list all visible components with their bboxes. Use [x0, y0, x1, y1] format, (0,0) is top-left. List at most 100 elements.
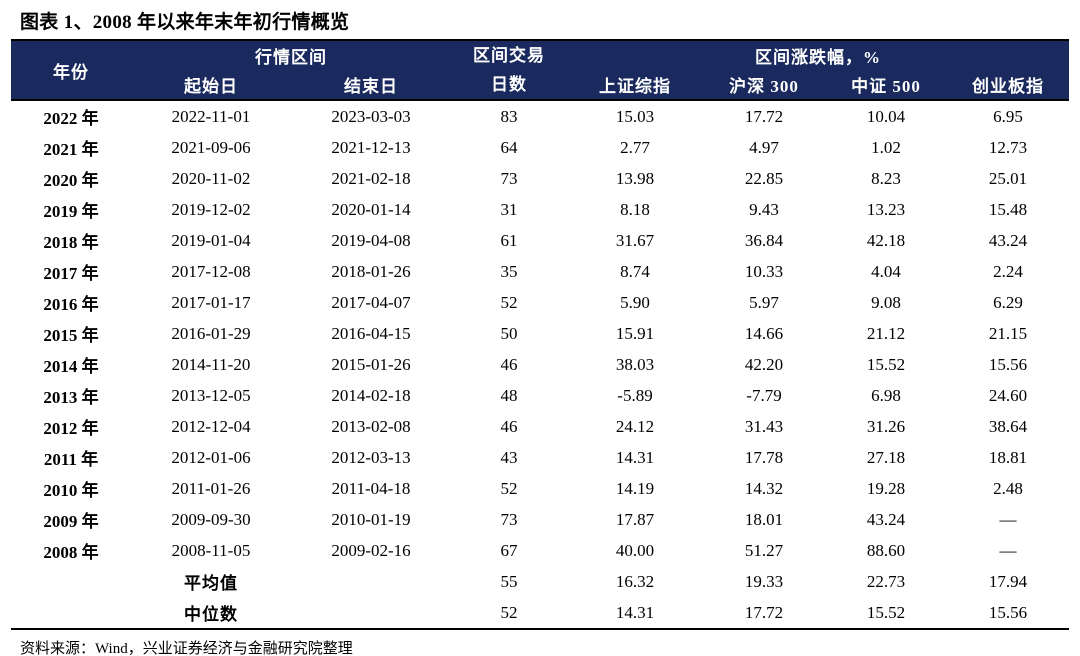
cell-sse: 15.03	[615, 106, 655, 126]
cell-csi300: 36.84	[744, 230, 784, 250]
cell-trading-days: 46	[500, 354, 518, 374]
cell-csi300: 17.78	[744, 447, 784, 467]
cell-year: 2012 年	[43, 419, 99, 438]
cell-year: 2011 年	[43, 450, 99, 469]
cell-csi500: 22.73	[866, 571, 906, 591]
cell-trading-days: 43	[500, 447, 518, 467]
header-row-1: 年份 行情区间 区间交易 日数 区间涨跌幅，%	[11, 40, 1069, 100]
cell-csi500: 21.12	[866, 323, 906, 343]
col-group-period: 行情区间	[131, 40, 451, 70]
col-header-csi500: 中证 500	[825, 70, 947, 100]
cell-chinext: 15.56	[988, 602, 1028, 622]
cell-chinext: —	[999, 540, 1017, 560]
cell-start-date: 2012-01-06	[171, 447, 251, 467]
cell-sse: 2.77	[620, 137, 650, 157]
col-header-chinext: 创业板指	[947, 70, 1069, 100]
col-header-trading-days-line1: 区间交易	[473, 46, 545, 65]
table-body: 2022 年 2022-11-01 2023-03-03 83 15.03 17.72 10…	[11, 100, 1069, 629]
cell-chinext: 6.29	[993, 292, 1023, 312]
cell-sse: 8.74	[620, 261, 650, 281]
cell-year: 2017 年	[43, 264, 99, 283]
cell-empty	[11, 566, 131, 597]
cell-start-date: 2019-12-02	[171, 199, 251, 219]
cell-trading-days: 67	[500, 540, 518, 560]
cell-trading-days: 50	[500, 323, 518, 343]
cell-start-date: 2022-11-01	[171, 106, 251, 126]
cell-csi500: 13.23	[866, 199, 906, 219]
cell-sse: 5.90	[620, 292, 650, 312]
cell-sse: 14.31	[615, 602, 655, 622]
table-row: 2020 年 2020-11-02 2021-02-18 73 13.98 22.85 8.…	[11, 163, 1069, 194]
cell-year: 2010 年	[43, 481, 99, 500]
cell-end-date: 2016-04-15	[331, 323, 411, 343]
cell-summary-label: 平均值	[184, 574, 238, 593]
cell-trading-days: 73	[500, 509, 518, 529]
cell-sse: 13.98	[615, 168, 655, 188]
cell-start-date: 2017-01-17	[171, 292, 251, 312]
cell-end-date: 2021-12-13	[331, 137, 411, 157]
summary-row: 平均值 55 16.32 19.33 22.73 17.94	[11, 566, 1069, 597]
data-source: 资料来源：Wind，兴业证券经济与金融研究院整理	[20, 641, 353, 656]
table-row: 2016 年 2017-01-17 2017-04-07 52 5.90 5.97 9.08…	[11, 287, 1069, 318]
cell-start-date: 2013-12-05	[171, 385, 251, 405]
cell-start-date: 2016-01-29	[171, 323, 251, 343]
cell-csi300: -7.79	[746, 385, 782, 405]
cell-trading-days: 46	[500, 416, 518, 436]
table-row: 2019 年 2019-12-02 2020-01-14 31 8.18 9.43 13.2…	[11, 194, 1069, 225]
cell-csi300: 9.43	[749, 199, 779, 219]
cell-year: 2016 年	[43, 295, 99, 314]
cell-csi500: 10.04	[866, 106, 906, 126]
cell-csi300: 22.85	[744, 168, 784, 188]
cell-start-date: 2020-11-02	[171, 168, 251, 188]
cell-chinext: 21.15	[988, 323, 1028, 343]
cell-sse: 17.87	[615, 509, 655, 529]
cell-end-date: 2012-03-13	[331, 447, 411, 467]
cell-sse: 15.91	[615, 323, 655, 343]
cell-start-date: 2021-09-06	[171, 137, 251, 157]
header-row-2: 起始日 结束日 上证综指 沪深 300 中证 500 创业板指	[11, 70, 1069, 100]
cell-csi500: 1.02	[871, 137, 901, 157]
cell-start-date: 2011-01-26	[171, 478, 251, 498]
col-header-trading-days-line2: 日数	[491, 75, 527, 94]
cell-csi300: 17.72	[744, 602, 784, 622]
market-overview-table: 年份 行情区间 区间交易 日数 区间涨跌幅，% 起始日 结束日 上证综指 沪深 …	[11, 39, 1069, 630]
cell-chinext: 18.81	[988, 447, 1028, 467]
cell-csi500: 43.24	[866, 509, 906, 529]
cell-chinext: 38.64	[988, 416, 1028, 436]
cell-sse: 16.32	[615, 571, 655, 591]
cell-trading-days: 52	[500, 478, 518, 498]
cell-start-date: 2008-11-05	[171, 540, 251, 560]
cell-end-date: 2019-04-08	[331, 230, 411, 250]
cell-csi500: 4.04	[871, 261, 901, 281]
cell-year: 2009 年	[43, 512, 99, 531]
table-row: 2010 年 2011-01-26 2011-04-18 52 14.19 14.32 19…	[11, 473, 1069, 504]
col-header-year: 年份	[11, 40, 131, 100]
cell-year: 2018 年	[43, 233, 99, 252]
cell-csi500: 9.08	[871, 292, 901, 312]
cell-year: 2019 年	[43, 202, 99, 221]
cell-csi300: 42.20	[744, 354, 784, 374]
cell-csi500: 19.28	[866, 478, 906, 498]
cell-end-date: 2018-01-26	[331, 261, 411, 281]
cell-end-date: 2015-01-26	[331, 354, 411, 374]
cell-year: 2014 年	[43, 357, 99, 376]
cell-csi500: 31.26	[866, 416, 906, 436]
cell-chinext: 12.73	[988, 137, 1028, 157]
cell-csi300: 14.32	[744, 478, 784, 498]
cell-chinext: 15.56	[988, 354, 1028, 374]
cell-chinext: 15.48	[988, 199, 1028, 219]
figure-title: 图表 1、2008 年以来年末年初行情概览	[20, 12, 350, 33]
cell-trading-days: 35	[500, 261, 518, 281]
cell-csi500: 8.23	[871, 168, 901, 188]
cell-chinext: 43.24	[988, 230, 1028, 250]
table-row: 2014 年 2014-11-20 2015-01-26 46 38.03 42.20 15…	[11, 349, 1069, 380]
cell-start-date: 2012-12-04	[171, 416, 251, 436]
cell-csi300: 19.33	[744, 571, 784, 591]
cell-trading-days: 52	[500, 292, 518, 312]
cell-chinext: 2.48	[993, 478, 1023, 498]
cell-year: 2015 年	[43, 326, 99, 345]
cell-end-date: 2023-03-03	[331, 106, 411, 126]
cell-empty	[291, 566, 451, 597]
cell-chinext: 25.01	[988, 168, 1028, 188]
cell-csi500: 15.52	[866, 602, 906, 622]
